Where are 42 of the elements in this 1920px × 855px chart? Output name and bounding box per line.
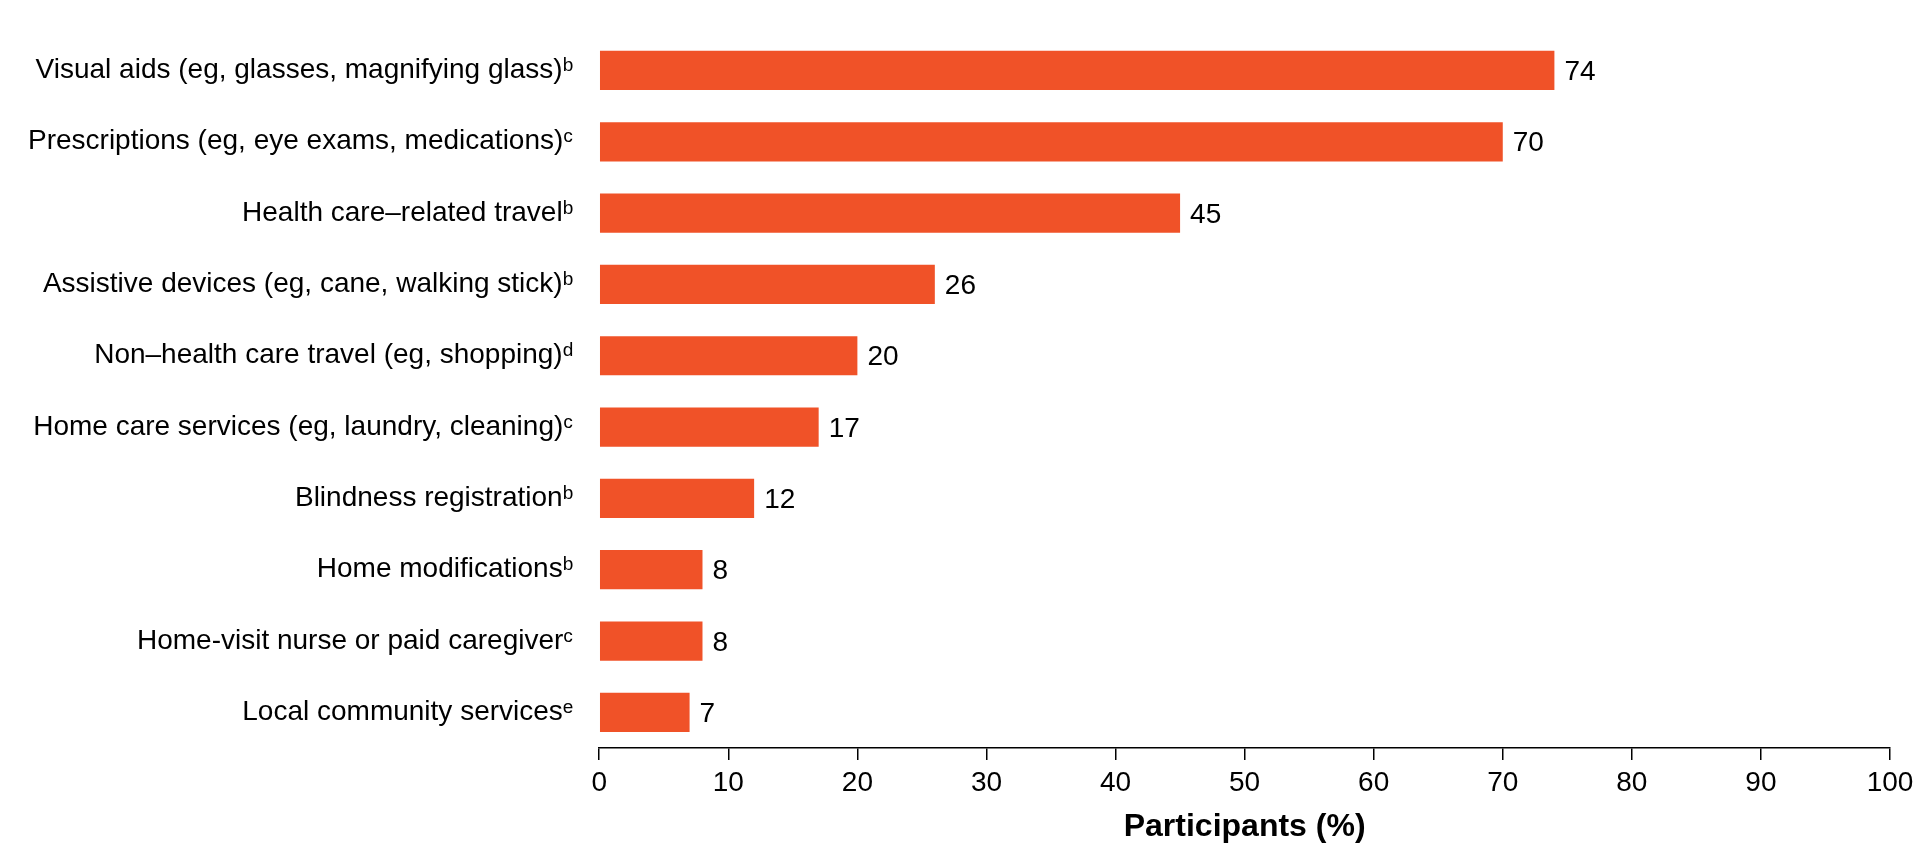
y-tick-label: Prescriptions (eg, eye exams, medications)ᶜ <box>28 124 574 156</box>
bar <box>599 50 1555 91</box>
y-tick-label: Non–health care travel (eg, shopping)ᵈ <box>94 338 574 370</box>
y-tick-label: Home-visit nurse or paid caregiverᶜ <box>136 623 574 655</box>
bar <box>599 122 1503 162</box>
data-label: 20 <box>867 340 899 372</box>
y-tick-label: Local community servicesᵉ <box>242 695 574 727</box>
y-tick-label: Home modificationsᵇ <box>316 552 574 584</box>
x-axis-title: Participants (%) <box>1123 806 1366 843</box>
x-tick-label: 30 <box>970 765 1003 797</box>
data-label: 26 <box>944 269 976 301</box>
bar <box>599 264 935 305</box>
y-tick-label: Home care services (eg, laundry, cleaning)ᶜ <box>33 409 574 441</box>
bar <box>599 478 755 518</box>
x-tick-label: 50 <box>1229 765 1261 797</box>
data-label: 70 <box>1512 126 1544 158</box>
bar <box>599 193 1181 233</box>
x-tick-label: 0 <box>591 765 608 797</box>
y-tick-label: Health care–related travelᵇ <box>242 195 574 227</box>
x-tick-label: 100 <box>1866 765 1914 797</box>
data-label: 17 <box>828 411 860 443</box>
data-label: 8 <box>712 625 729 657</box>
bar <box>599 692 690 732</box>
y-tick-label: Assistive devices (eg, cane, walking stick)ᵇ <box>42 267 574 299</box>
x-tick-label: 80 <box>1616 765 1648 797</box>
x-tick-label: 20 <box>841 765 873 797</box>
x-tick-label: 90 <box>1745 765 1777 797</box>
data-label: 7 <box>699 697 716 729</box>
x-tick-label: 40 <box>1099 765 1132 797</box>
bar <box>599 550 703 590</box>
x-tick-label: 10 <box>712 765 744 797</box>
bar <box>599 336 858 376</box>
data-label: 74 <box>1564 55 1596 87</box>
data-label: 45 <box>1190 197 1222 229</box>
bar <box>599 621 703 661</box>
y-tick-label: Visual aids (eg, glasses, magnifying glass)ᵇ <box>35 53 574 85</box>
x-tick-label: 70 <box>1487 765 1519 797</box>
bar <box>599 407 819 447</box>
data-label: 12 <box>764 483 796 515</box>
data-label: 8 <box>712 554 729 586</box>
y-tick-label: Blindness registrationᵇ <box>294 481 574 513</box>
x-tick-label: 60 <box>1358 765 1390 797</box>
